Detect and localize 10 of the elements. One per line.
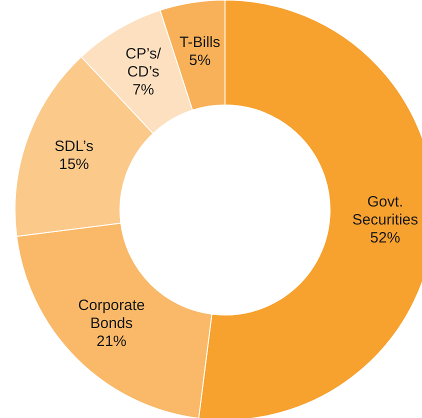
data-label: 15% (58, 156, 90, 174)
slice-label: SDL’s (54, 138, 94, 156)
data-label: 7% (132, 81, 154, 98)
slice-label: Corporate Bonds (78, 296, 145, 332)
data-label: 52% (370, 230, 400, 247)
slice-label: T-Bills (179, 34, 220, 51)
slice-label: Govt. Securities (352, 194, 418, 229)
data-label: 5% (189, 52, 211, 69)
slice-label: CP’s/CD’s (126, 45, 162, 80)
data-label: 21% (96, 332, 127, 350)
